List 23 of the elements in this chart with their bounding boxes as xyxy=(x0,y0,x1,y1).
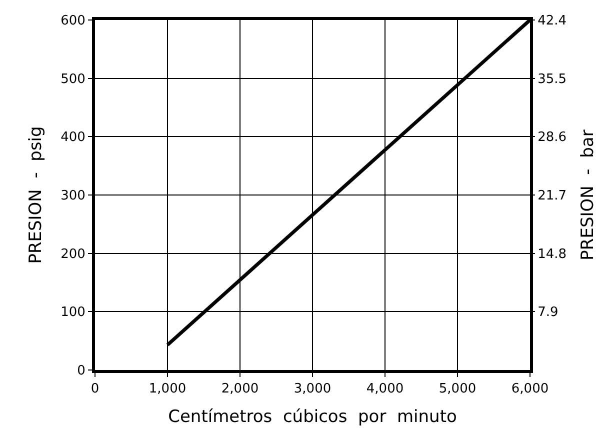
y-tick-label: 200 xyxy=(60,246,86,262)
y2-tick-label: 35.5 xyxy=(538,72,567,87)
y2-tick-label: 21.7 xyxy=(538,188,567,204)
y-tick-label: 300 xyxy=(60,188,86,204)
y-tick-label: 500 xyxy=(60,72,86,87)
y-tick-label: 100 xyxy=(60,305,86,320)
y-tick-label: 0 xyxy=(77,364,86,379)
x-tick-label: 4,000 xyxy=(366,382,404,397)
x-tick-label: 3,000 xyxy=(294,382,332,397)
x-axis-title: Centímetros cúbicos por minuto xyxy=(168,407,457,427)
y2-tick-label: 14.8 xyxy=(538,246,567,262)
y2-tick-label: 28.6 xyxy=(538,130,567,146)
x-tick-label: 1,000 xyxy=(148,382,186,397)
x-tick-label: 0 xyxy=(90,382,100,397)
y-axis-title: PRESION - psig xyxy=(26,126,46,264)
y-tick-label: 400 xyxy=(60,130,86,146)
y2-tick-label: 42.4 xyxy=(538,14,567,29)
y2-axis-title: PRESION - bar xyxy=(578,130,598,260)
y2-tick-label: 7.9 xyxy=(538,305,558,320)
x-tick-label: 6,000 xyxy=(511,382,549,397)
x-tick-label: 5,000 xyxy=(438,382,476,397)
x-tick-label: 2,000 xyxy=(221,382,259,397)
y-tick-label: 600 xyxy=(60,14,86,29)
